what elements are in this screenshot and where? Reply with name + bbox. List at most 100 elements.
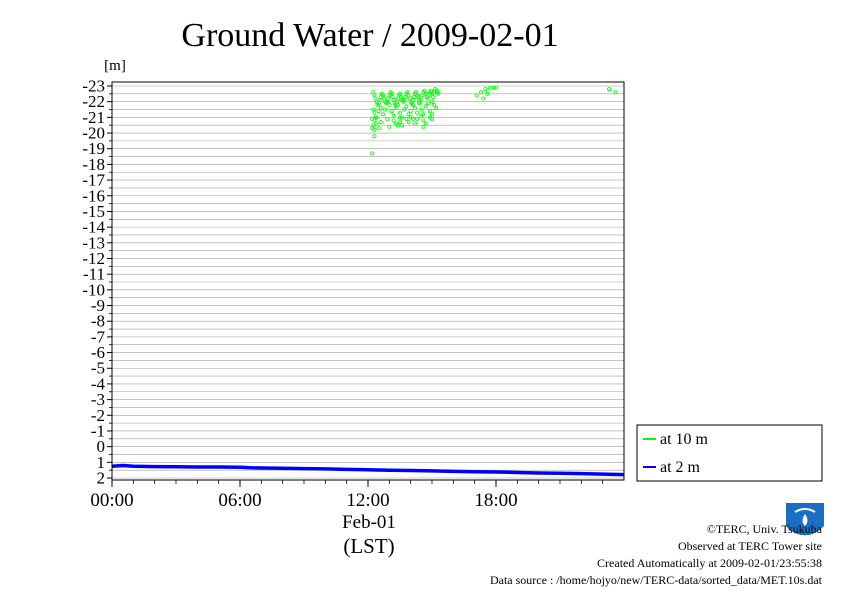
x-axis-ticks: 00:00 06:00 12:00 18:00 xyxy=(90,480,604,511)
data-point-10m xyxy=(372,110,377,115)
y-tick-label: -3 xyxy=(91,390,105,409)
y-axis-label: [m] xyxy=(104,58,126,74)
data-point-10m xyxy=(412,106,417,111)
y-tick-label: -7 xyxy=(91,327,106,346)
data-point-10m xyxy=(404,116,409,121)
data-point-10m xyxy=(432,102,437,107)
y-tick-label: -19 xyxy=(82,139,105,158)
x-tick-label: 00:00 xyxy=(90,490,133,511)
data-point-10m xyxy=(474,93,479,98)
y-tick-label: -5 xyxy=(91,359,105,378)
data-point-10m xyxy=(407,96,412,101)
data-point-10m xyxy=(425,101,430,106)
date-label: Feb-01 xyxy=(342,512,396,533)
y-tick-label: 0 xyxy=(97,437,106,456)
data-point-10m xyxy=(374,121,379,126)
data-point-10m xyxy=(400,123,405,128)
data-point-10m xyxy=(376,126,381,131)
series-line-2m xyxy=(111,463,625,477)
plot-frame xyxy=(111,81,625,481)
y-tick-label: 2 xyxy=(97,469,106,488)
x-tick-label: 18:00 xyxy=(474,490,517,511)
data-point-10m xyxy=(607,87,612,92)
y-tick-label: -14 xyxy=(82,218,105,237)
data-point-10m xyxy=(380,112,385,117)
data-point-10m xyxy=(406,112,411,117)
data-point-10m xyxy=(423,104,428,109)
data-source-text: Data source : /home/hojyo/new/TERC-data/… xyxy=(490,573,823,587)
data-point-10m xyxy=(427,109,432,114)
data-point-10m xyxy=(395,123,400,128)
data-point-10m xyxy=(385,116,390,121)
terc-logo: TERC xyxy=(786,503,824,542)
y-tick-label: -1 xyxy=(91,421,105,440)
data-point-10m xyxy=(487,85,492,90)
data-point-10m xyxy=(436,90,441,95)
data-point-10m xyxy=(493,85,498,90)
data-point-10m xyxy=(372,134,377,139)
data-point-10m xyxy=(485,91,490,96)
data-point-10m xyxy=(408,109,413,114)
data-point-10m xyxy=(415,110,420,115)
data-point-10m xyxy=(479,90,484,95)
data-point-10m xyxy=(393,106,398,111)
data-point-10m xyxy=(406,120,411,125)
data-point-10m xyxy=(397,115,402,120)
created-text: Created Automatically at 2009-02-01/23:5… xyxy=(597,556,822,570)
y-tick-label: -13 xyxy=(82,233,105,252)
data-point-10m xyxy=(429,99,434,104)
y-tick-label: -12 xyxy=(82,249,105,268)
data-point-10m xyxy=(400,115,405,120)
y-tick-label: -22 xyxy=(82,92,105,111)
legend-label-10m: at 10 m xyxy=(660,431,709,448)
data-point-10m xyxy=(378,120,383,125)
data-point-10m xyxy=(397,110,402,115)
data-point-10m xyxy=(378,106,383,111)
data-point-10m xyxy=(429,116,434,121)
data-point-10m xyxy=(387,102,392,107)
copyright-text: ©TERC, Univ. Tsukuba xyxy=(707,522,823,536)
data-point-10m xyxy=(404,104,409,109)
data-point-10m xyxy=(411,95,416,100)
data-point-10m xyxy=(483,87,488,92)
data-point-10m xyxy=(423,121,428,126)
y-tick-label: -15 xyxy=(82,202,105,221)
data-point-10m xyxy=(415,116,420,121)
legend-box xyxy=(636,424,823,482)
data-point-10m xyxy=(410,102,415,107)
grid-lines xyxy=(112,85,624,479)
y-tick-label: -8 xyxy=(91,312,105,331)
series-marks xyxy=(111,85,625,477)
data-point-10m xyxy=(389,109,394,114)
y-tick-label: -9 xyxy=(91,296,105,315)
data-point-10m xyxy=(370,151,375,156)
data-point-10m xyxy=(613,90,618,95)
data-point-10m xyxy=(410,116,415,121)
data-point-10m xyxy=(391,113,396,118)
data-point-10m xyxy=(434,106,439,111)
data-point-10m xyxy=(376,109,381,114)
logo-drop-icon xyxy=(802,514,808,526)
data-point-10m xyxy=(419,107,424,112)
data-point-10m xyxy=(403,95,408,100)
legend-label-2m: at 2 m xyxy=(660,459,701,476)
data-point-10m xyxy=(421,124,426,129)
data-point-10m xyxy=(391,118,396,123)
data-point-10m xyxy=(491,85,496,90)
logo-wave-icon xyxy=(794,508,816,513)
y-tick-label: -21 xyxy=(82,108,105,127)
data-point-10m xyxy=(412,121,417,126)
data-point-10m xyxy=(417,101,422,106)
data-point-10m xyxy=(481,96,486,101)
data-point-10m xyxy=(397,120,402,125)
data-point-10m xyxy=(421,118,426,123)
legend: at 10 m at 2 m xyxy=(636,424,823,482)
y-axis-ticks: -23-22-21-20-19-18-17-16-15-14-13-12-11-… xyxy=(82,77,112,488)
y-tick-label: -4 xyxy=(91,374,106,393)
data-point-10m xyxy=(431,95,436,100)
data-point-10m xyxy=(373,96,378,101)
y-tick-label: -17 xyxy=(82,171,105,190)
y-tick-label: -10 xyxy=(82,280,105,299)
data-point-10m xyxy=(383,107,388,112)
